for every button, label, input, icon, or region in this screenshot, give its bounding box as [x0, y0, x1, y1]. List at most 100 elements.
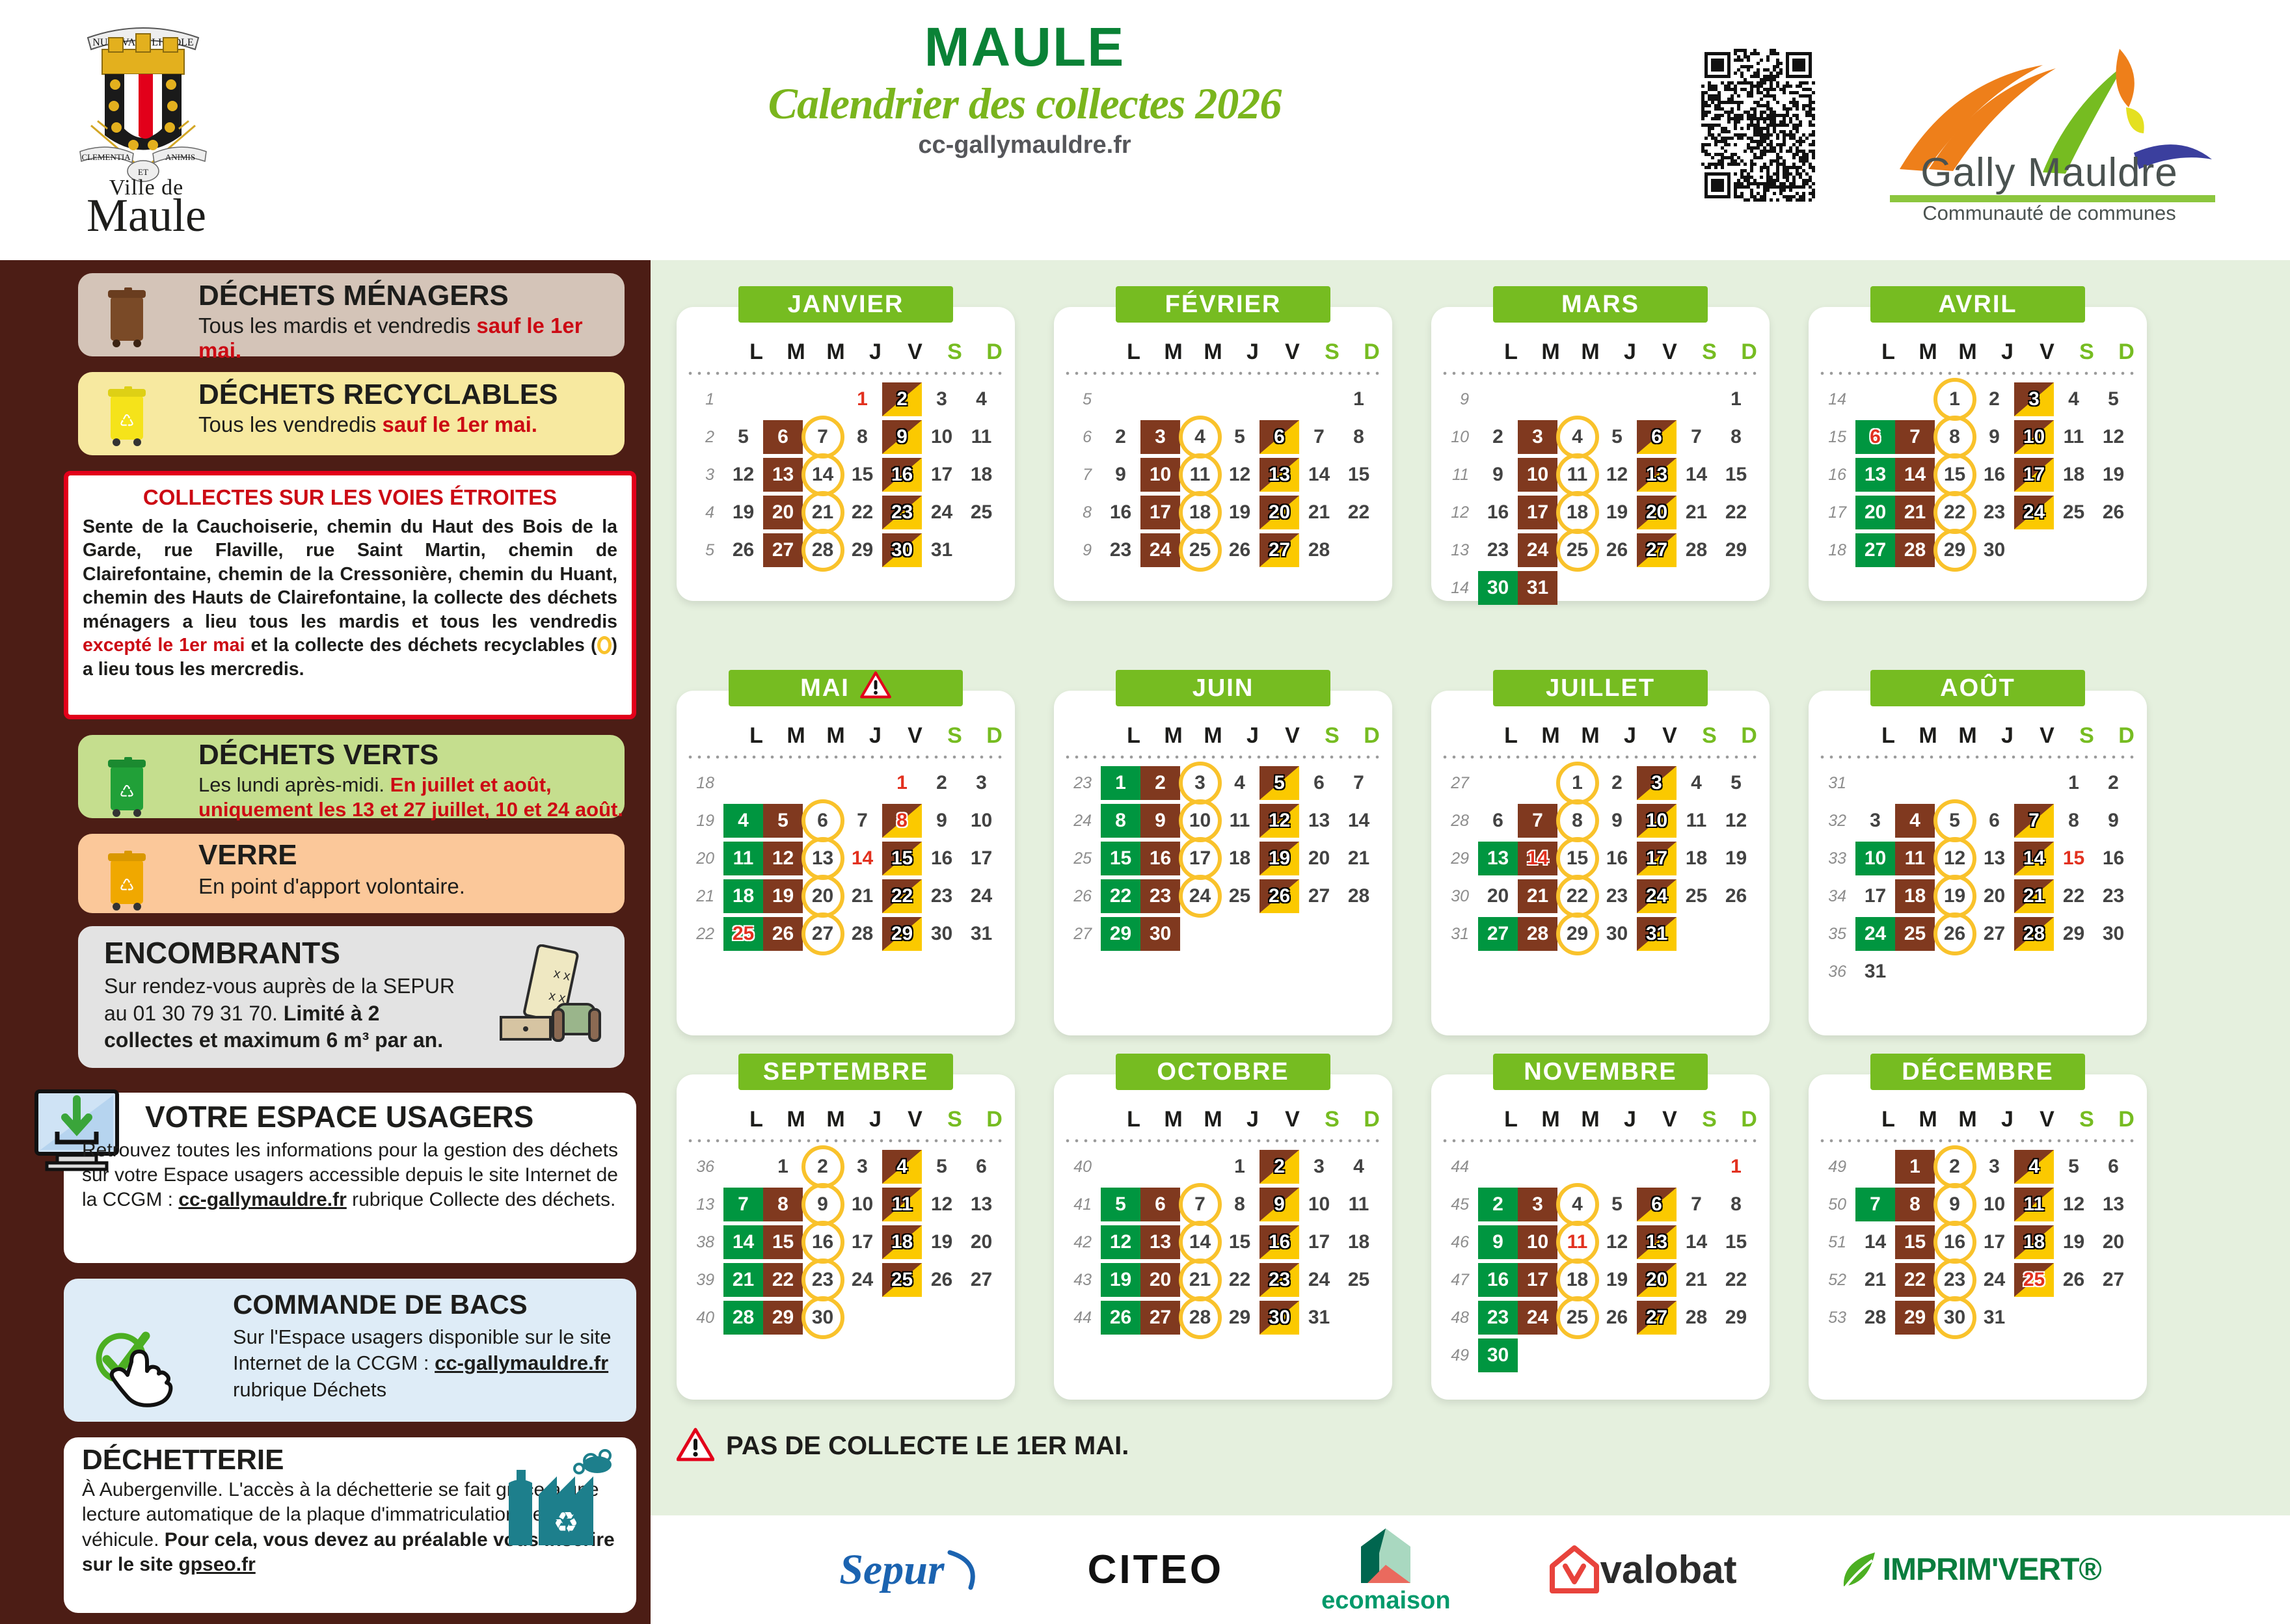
- day-cell[interactable]: 11: [882, 1188, 922, 1221]
- day-cell[interactable]: 6: [763, 420, 803, 454]
- day-cell[interactable]: 24: [2014, 496, 2054, 529]
- day-cell[interactable]: 15: [882, 842, 922, 875]
- day-cell[interactable]: 2: [1260, 1150, 1299, 1184]
- day-cell[interactable]: 12: [723, 458, 763, 492]
- day-cell[interactable]: 20: [803, 879, 842, 913]
- day-cell[interactable]: 12: [2094, 420, 2133, 454]
- day-cell[interactable]: 26: [1597, 1301, 1637, 1335]
- day-cell[interactable]: 23: [2094, 879, 2133, 913]
- day-cell[interactable]: 29: [1716, 533, 1756, 567]
- day-cell[interactable]: 14: [1339, 804, 1379, 838]
- day-cell[interactable]: 5: [922, 1150, 962, 1184]
- day-cell[interactable]: 2: [1140, 766, 1180, 800]
- day-cell[interactable]: 30: [1935, 1301, 1974, 1335]
- day-cell[interactable]: 17: [1637, 842, 1677, 875]
- day-cell[interactable]: 23: [882, 496, 922, 529]
- day-cell[interactable]: 13: [763, 458, 803, 492]
- day-cell[interactable]: 1: [842, 382, 882, 416]
- day-cell[interactable]: 21: [1677, 496, 1716, 529]
- day-cell[interactable]: 7: [803, 420, 842, 454]
- day-cell[interactable]: 29: [1220, 1301, 1260, 1335]
- day-cell[interactable]: 27: [1299, 879, 1339, 913]
- day-cell[interactable]: 26: [763, 917, 803, 951]
- day-cell[interactable]: 15: [763, 1225, 803, 1259]
- day-cell[interactable]: 14: [1677, 458, 1716, 492]
- day-cell[interactable]: 22: [882, 879, 922, 913]
- day-cell[interactable]: 31: [962, 917, 1001, 951]
- day-cell[interactable]: 20: [2094, 1225, 2133, 1259]
- day-cell[interactable]: 4: [1180, 420, 1220, 454]
- day-cell[interactable]: 27: [1637, 1301, 1677, 1335]
- day-cell[interactable]: 14: [803, 458, 842, 492]
- day-cell[interactable]: 4: [1220, 766, 1260, 800]
- day-cell[interactable]: 8: [1716, 1188, 1756, 1221]
- day-cell[interactable]: 16: [1478, 496, 1518, 529]
- day-cell[interactable]: 18: [1895, 879, 1935, 913]
- day-cell[interactable]: 9: [1260, 1188, 1299, 1221]
- day-cell[interactable]: 17: [1180, 842, 1220, 875]
- day-cell[interactable]: 13: [1478, 842, 1518, 875]
- day-cell[interactable]: 3: [962, 766, 1001, 800]
- day-cell[interactable]: 21: [1855, 1263, 1895, 1297]
- day-cell[interactable]: 30: [803, 1301, 842, 1335]
- day-cell[interactable]: 28: [1180, 1301, 1220, 1335]
- day-cell[interactable]: 10: [2014, 420, 2054, 454]
- day-cell[interactable]: 10: [1518, 1225, 1557, 1259]
- day-cell[interactable]: 3: [2014, 382, 2054, 416]
- day-cell[interactable]: 12: [2054, 1188, 2094, 1221]
- day-cell[interactable]: 24: [1518, 533, 1557, 567]
- day-cell[interactable]: 5: [763, 804, 803, 838]
- day-cell[interactable]: 11: [1220, 804, 1260, 838]
- day-cell[interactable]: 6: [1478, 804, 1518, 838]
- day-cell[interactable]: 25: [2014, 1263, 2054, 1297]
- day-cell[interactable]: 16: [1260, 1225, 1299, 1259]
- day-cell[interactable]: 30: [2094, 917, 2133, 951]
- day-cell[interactable]: 23: [922, 879, 962, 913]
- day-cell[interactable]: 9: [922, 804, 962, 838]
- day-cell[interactable]: 27: [1478, 917, 1518, 951]
- day-cell[interactable]: 15: [1716, 1225, 1756, 1259]
- day-cell[interactable]: 25: [1339, 1263, 1379, 1297]
- day-cell[interactable]: 2: [1935, 1150, 1974, 1184]
- day-cell[interactable]: 17: [1974, 1225, 2014, 1259]
- day-cell[interactable]: 15: [1557, 842, 1597, 875]
- day-cell[interactable]: 19: [1597, 1263, 1637, 1297]
- day-cell[interactable]: 13: [2094, 1188, 2133, 1221]
- day-cell[interactable]: 7: [1518, 804, 1557, 838]
- day-cell[interactable]: 27: [1260, 533, 1299, 567]
- day-cell[interactable]: 25: [1557, 533, 1597, 567]
- bacs-link[interactable]: cc-gallymauldre.fr: [435, 1351, 609, 1375]
- day-cell[interactable]: 26: [1597, 533, 1637, 567]
- day-cell[interactable]: 28: [723, 1301, 763, 1335]
- day-cell[interactable]: 13: [1974, 842, 2014, 875]
- day-cell[interactable]: 2: [882, 382, 922, 416]
- day-cell[interactable]: 3: [1637, 766, 1677, 800]
- day-cell[interactable]: 5: [2054, 1150, 2094, 1184]
- day-cell[interactable]: 15: [1895, 1225, 1935, 1259]
- day-cell[interactable]: 1: [1895, 1150, 1935, 1184]
- day-cell[interactable]: 11: [962, 420, 1001, 454]
- day-cell[interactable]: 7: [1339, 766, 1379, 800]
- day-cell[interactable]: 17: [2014, 458, 2054, 492]
- day-cell[interactable]: 22: [763, 1263, 803, 1297]
- day-cell[interactable]: 18: [723, 879, 763, 913]
- day-cell[interactable]: 21: [1677, 1263, 1716, 1297]
- day-cell[interactable]: 2: [1597, 766, 1637, 800]
- day-cell[interactable]: 26: [1220, 533, 1260, 567]
- day-cell[interactable]: 26: [1260, 879, 1299, 913]
- day-cell[interactable]: 6: [2094, 1150, 2133, 1184]
- day-cell[interactable]: 8: [1557, 804, 1597, 838]
- day-cell[interactable]: 25: [723, 917, 763, 951]
- day-cell[interactable]: 8: [2054, 804, 2094, 838]
- day-cell[interactable]: 16: [882, 458, 922, 492]
- day-cell[interactable]: 2: [1478, 420, 1518, 454]
- day-cell[interactable]: 6: [803, 804, 842, 838]
- day-cell[interactable]: 9: [803, 1188, 842, 1221]
- day-cell[interactable]: 21: [1895, 496, 1935, 529]
- day-cell[interactable]: 3: [1180, 766, 1220, 800]
- day-cell[interactable]: 1: [1935, 382, 1974, 416]
- day-cell[interactable]: 27: [803, 917, 842, 951]
- day-cell[interactable]: 1: [1716, 1150, 1756, 1184]
- day-cell[interactable]: 8: [1895, 1188, 1935, 1221]
- day-cell[interactable]: 7: [1677, 1188, 1716, 1221]
